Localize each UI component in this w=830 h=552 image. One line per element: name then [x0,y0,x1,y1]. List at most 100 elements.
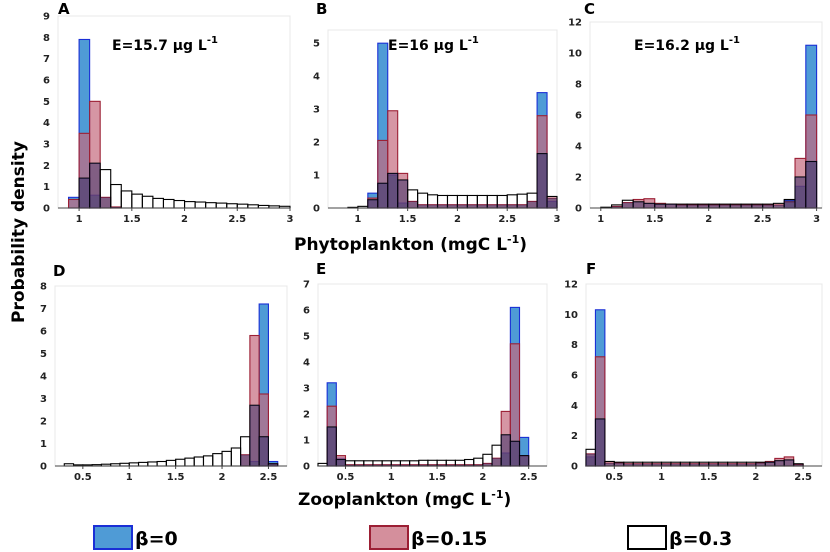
bar-beta-03 [110,183,122,209]
y-tick-label: 5 [43,97,50,108]
y-tick-label: 4 [575,142,582,153]
y-tick-label: 12 [568,18,582,29]
bar-beta-03 [236,203,249,209]
bar-overlap-shade [547,198,557,208]
bar-beta-03 [162,198,175,209]
x-tick-label: 2.5 [260,472,278,483]
bar-overlap-shade [327,427,337,466]
bar-overlap-shade [604,462,615,466]
x-tick-label: 1 [76,214,83,225]
bar-overlap-shade [510,441,520,466]
x-tick-label: 0.5 [337,472,355,483]
y-tick-label: 2 [303,410,310,421]
y-tick-label: 2 [43,161,50,172]
bar-overlap-shade [654,204,666,208]
x-tick-label: 3 [287,214,294,225]
x-tick-label: 2 [705,214,712,225]
axes-frame [327,29,558,209]
x-tick-label: 1.5 [700,472,718,483]
e-annotation: E=15.7 μg L-1 [112,35,218,54]
y-tick-label: 1 [40,439,47,450]
panel-F: 0 2 4 6 8 10 12 0.5 1 1.5 2 2.5 F [564,260,823,483]
bar-overlap-shade [670,463,681,466]
y-tick-label: 6 [571,371,578,382]
y-tick-label: 4 [571,401,578,412]
bar-beta-03 [131,193,143,209]
bar-overlap-shade [611,206,623,208]
bar-overlap-shade [689,463,700,466]
y-tick-label: 7 [43,54,50,65]
x-tick-label: 1.5 [646,214,664,225]
bar-beta-03 [205,202,217,209]
y-tick-label: 3 [43,140,50,151]
bar-beta-03 [183,201,196,209]
bar-overlap-shade [487,204,498,208]
bar-overlap-shade [746,463,756,466]
bar-beta-03 [193,456,205,467]
bar-overlap-shade [501,434,511,466]
bar-beta-03 [156,460,167,467]
y-tick-label: 7 [303,280,310,291]
panel-letter-B: B [316,0,327,18]
bar-overlap-shade [482,463,493,466]
bar-beta-03 [175,458,186,467]
bar-overlap-shade [595,418,605,466]
e-annotation: E=16.2 μg L-1 [634,35,740,54]
bar-overlap-shade [336,459,346,466]
y-tick-label: 6 [575,111,582,122]
bar-beta-03 [221,450,232,467]
y-tick-label: 8 [575,80,582,91]
bar-overlap-shade [642,463,653,466]
y-tick-label: 0 [313,204,320,215]
bar-overlap-shade [477,204,488,208]
bar-overlap-shade [387,173,398,208]
x-axis-label-zooplankton: Zooplankton (mgC L-1) [298,488,511,510]
bar-overlap-shade [427,464,438,466]
x-tick-label: 2 [219,472,226,483]
bar-overlap-shade [259,436,269,466]
panel-letter-C: C [584,0,595,18]
x-tick-label: 1 [658,472,665,483]
y-tick-label: 3 [313,105,320,116]
bar-overlap-shade [517,204,528,208]
y-tick-label: 4 [303,358,310,369]
y-tick-label: 12 [564,280,578,291]
y-tick-label: 5 [313,39,320,50]
bar-overlap-shade [623,463,634,466]
bar-overlap-shade [614,462,624,466]
bar-overlap-shade [755,462,766,466]
bar-overlap-shade [708,463,719,466]
legend-label-beta-0: β=0 [135,528,178,550]
y-tick-label: 5 [40,349,47,360]
bar-overlap-shade [455,464,465,466]
bar-overlap-shade [697,204,709,208]
panel-B: 0 1 2 3 4 5 1 1.5 2 2.5 3 B E=16 μg L-1 [313,0,560,225]
legend-swatch-beta-0 [93,525,133,550]
bar-overlap-shade [497,204,508,208]
x-tick-label: 3 [813,214,820,225]
y-tick-label: 9 [43,12,50,23]
bar-beta-03 [141,195,154,209]
x-tick-label: 1 [597,214,604,225]
bar-overlap-shade [354,464,364,466]
legend: β=0 β=0.15 β=0.3 [93,525,732,550]
x-tick-label: 2 [181,214,188,225]
bar-overlap-shade [437,204,448,208]
bar-overlap-shade [89,163,101,208]
bar-overlap-shade [676,204,688,208]
bar-overlap-shade [586,453,596,466]
bar-overlap-shade [100,197,111,208]
y-tick-label: 0 [571,462,578,473]
bar-overlap-shade [661,463,671,466]
bar-overlap-shade [774,460,785,466]
bar-overlap-shade [110,206,122,208]
y-tick-label: 1 [303,436,310,447]
x-tick-label: 1 [354,214,361,225]
y-tick-label: 4 [43,118,50,129]
x-tick-label: 2 [752,472,759,483]
x-tick-label: 1 [126,472,133,483]
bar-beta-03 [184,457,195,467]
y-tick-label: 0 [303,462,310,473]
bar-overlap-shade [643,203,655,208]
bar-overlap-shade [492,458,502,466]
